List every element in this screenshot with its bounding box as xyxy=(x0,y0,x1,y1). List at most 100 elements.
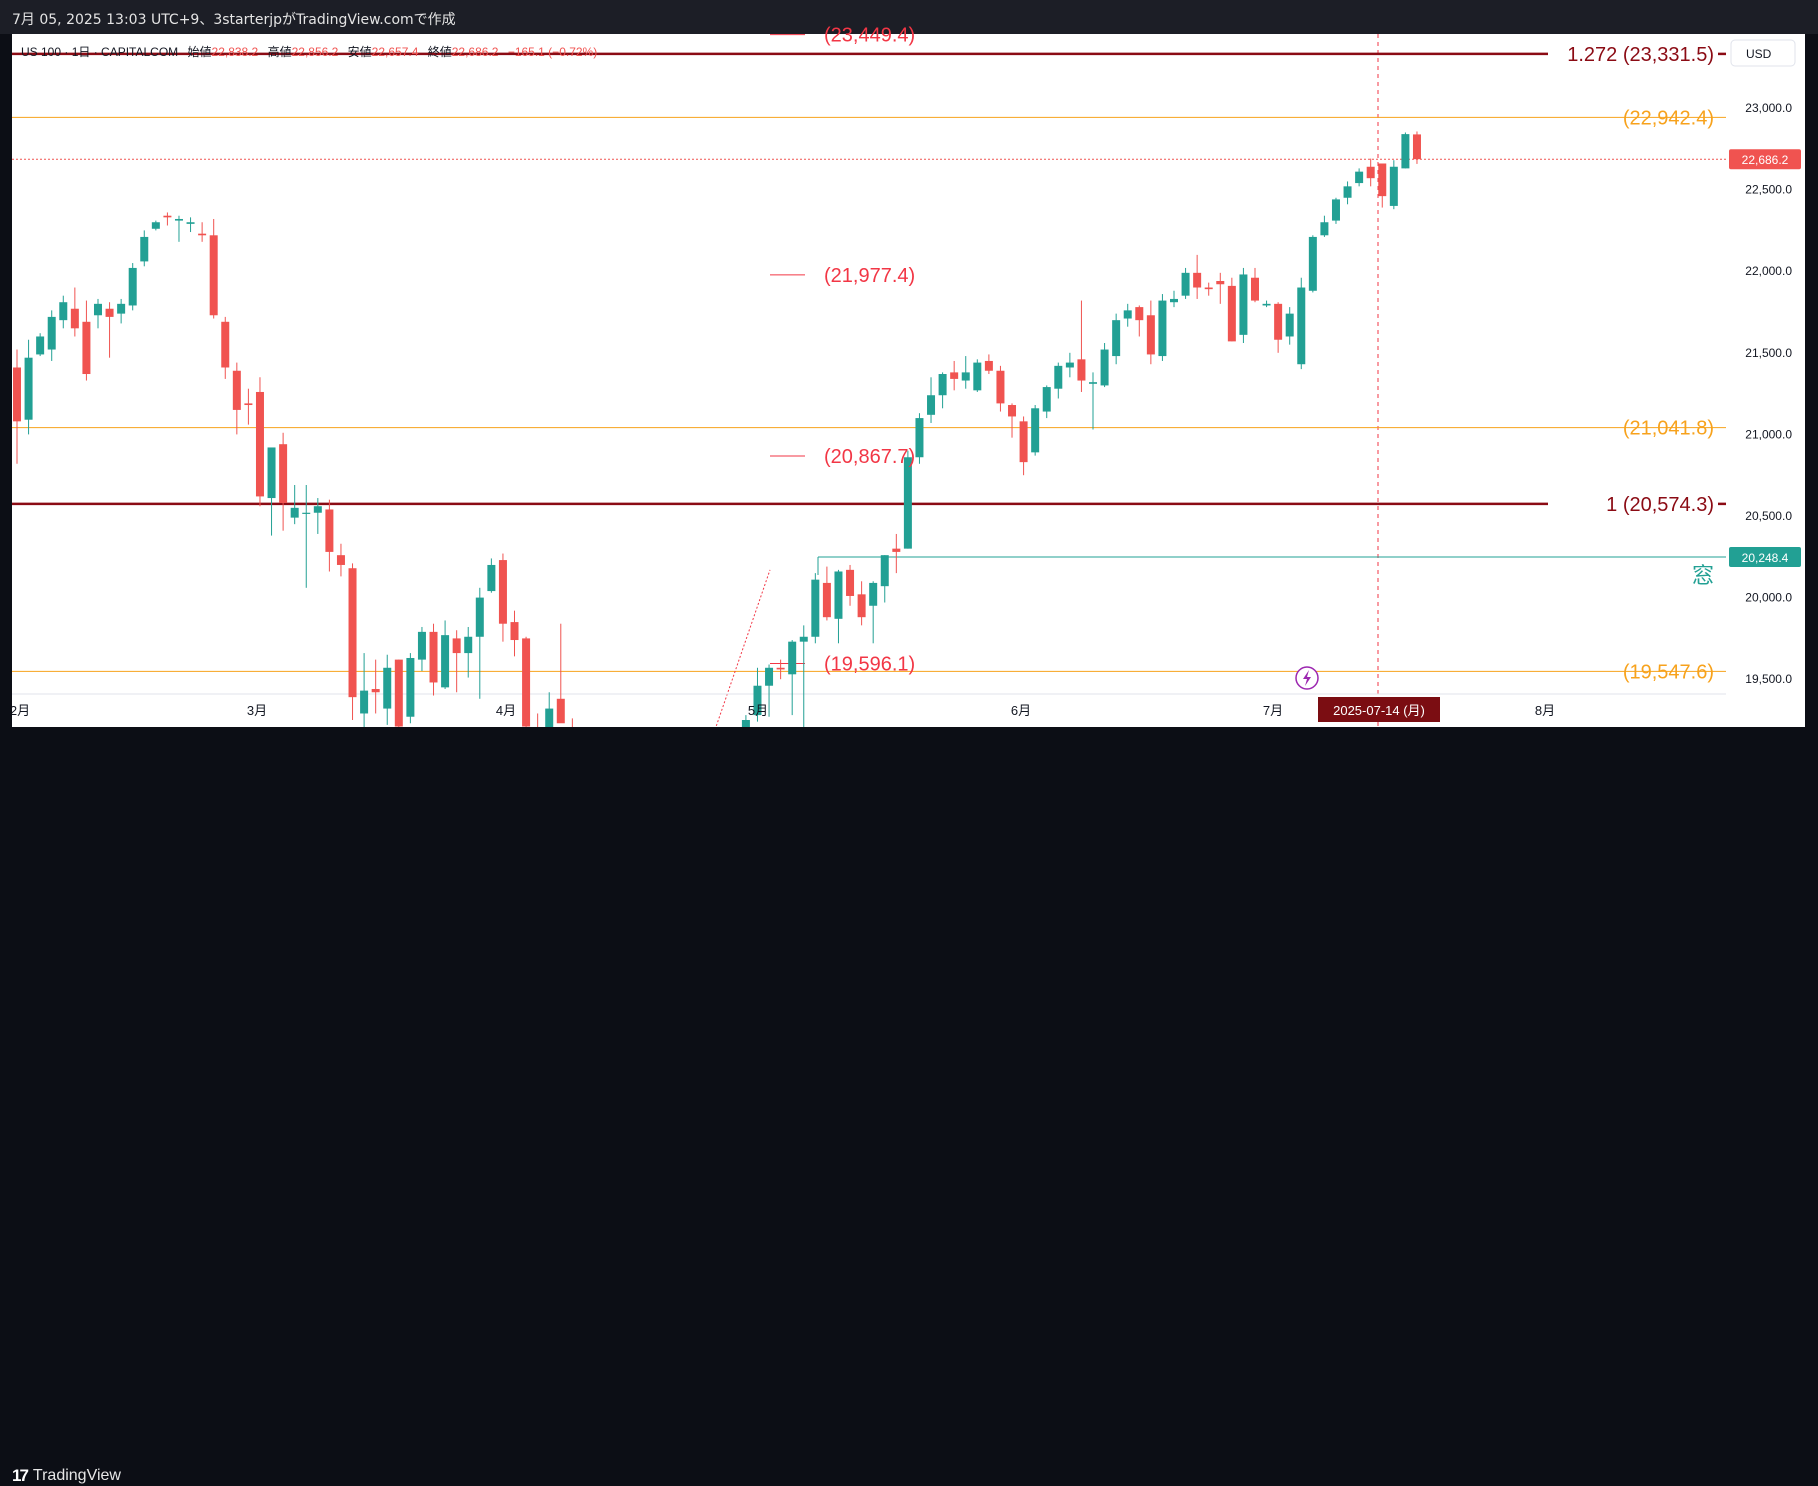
candle xyxy=(1135,305,1144,337)
candle-body xyxy=(429,631,438,683)
symbol-legend: US 100 · 1日 · CAPITALCOM 始値22,838.2 高値22… xyxy=(21,44,597,59)
candle-body xyxy=(406,657,415,717)
candle xyxy=(1193,254,1202,299)
candle-body xyxy=(255,391,264,497)
fib-major-label: 1.272 (23,331.5) xyxy=(1567,44,1714,66)
candle-body xyxy=(128,267,137,306)
candle xyxy=(1389,160,1398,210)
candle-body xyxy=(70,308,79,329)
gap-label: 窓 xyxy=(1692,563,1714,588)
candle xyxy=(869,581,878,644)
candle-body xyxy=(799,636,808,642)
candle xyxy=(522,636,531,737)
candle-body xyxy=(348,568,357,698)
candle xyxy=(417,626,426,672)
candle xyxy=(117,298,126,324)
price-badge xyxy=(1729,149,1801,170)
candle xyxy=(1042,385,1051,419)
candle-body xyxy=(1355,171,1364,184)
candle xyxy=(1112,313,1121,365)
candle-body xyxy=(1412,134,1421,160)
fib-center-label: (20,867.7) xyxy=(824,446,915,468)
candle xyxy=(903,450,912,549)
candle xyxy=(498,553,507,642)
candle xyxy=(1355,168,1364,187)
candle-body xyxy=(1250,277,1259,301)
candle-body xyxy=(1401,134,1410,169)
candle xyxy=(1158,294,1167,361)
candle xyxy=(1378,163,1387,208)
candle-body xyxy=(822,582,831,618)
candle-body xyxy=(776,667,785,670)
candle xyxy=(140,230,149,267)
right-border xyxy=(1805,34,1818,727)
candle xyxy=(822,566,831,621)
candle xyxy=(1123,303,1132,327)
fib-center-label: (19,596.1) xyxy=(824,654,915,676)
candle-body xyxy=(996,370,1005,404)
chart[interactable]: (22,942.4)(21,041.8)(19,547.6)(17,449.2)… xyxy=(0,0,1818,770)
candle-body xyxy=(140,236,149,262)
candle xyxy=(846,564,855,606)
candle xyxy=(1262,300,1271,308)
candle-body xyxy=(1123,310,1132,319)
x-tick-label: 2月 xyxy=(10,703,30,718)
candle xyxy=(221,316,230,379)
x-tick-label: 5月 xyxy=(748,703,768,718)
legend-close-value: 22,686.2 xyxy=(452,45,499,59)
fib-minor-label: (22,942.4) xyxy=(1623,107,1714,129)
tradingview-logo[interactable]: 17 TradingView xyxy=(12,1466,121,1486)
price-badge xyxy=(1729,547,1801,568)
candle xyxy=(429,623,438,696)
candle-body xyxy=(441,635,450,688)
candle xyxy=(290,484,299,525)
candle xyxy=(1274,302,1283,353)
price-axis-panel xyxy=(1726,70,1805,692)
candle xyxy=(151,220,160,231)
candle-body xyxy=(232,370,241,410)
candle-body xyxy=(927,395,936,415)
candle xyxy=(82,300,91,381)
candle-body xyxy=(1135,307,1144,321)
candle-body xyxy=(788,641,797,675)
currency-button[interactable]: USD xyxy=(1730,39,1796,67)
candle xyxy=(1170,290,1178,308)
candle-body xyxy=(753,685,762,716)
candle xyxy=(1065,352,1074,378)
chart-frame xyxy=(12,34,1805,727)
candle-body xyxy=(1285,313,1294,337)
candle-body xyxy=(1274,303,1283,340)
candle xyxy=(336,543,345,577)
candle-body xyxy=(938,374,947,396)
chart-title: 7月 05, 2025 13:03 UTC+9、3starterjpがTradi… xyxy=(12,12,456,28)
legend-low-label: 安値 xyxy=(348,44,372,59)
candle xyxy=(776,659,785,680)
candle-body xyxy=(903,457,912,549)
candle xyxy=(371,659,380,714)
candle xyxy=(1077,300,1086,392)
x-tick-label: 6月 xyxy=(1011,703,1031,718)
x-tick-label: 8月 xyxy=(1535,703,1555,718)
candle-body xyxy=(1089,382,1098,384)
candle-body xyxy=(93,303,102,316)
candle-body xyxy=(1077,359,1086,381)
candle xyxy=(1366,158,1375,187)
candle-body xyxy=(1204,287,1213,290)
y-tick-label: 19,500.0 xyxy=(1745,672,1792,686)
candle xyxy=(1401,132,1410,169)
candle-body xyxy=(417,631,426,660)
candle-body xyxy=(325,509,334,552)
candle xyxy=(441,620,450,689)
candle xyxy=(1412,131,1421,164)
y-tick-label: 22,500.0 xyxy=(1745,183,1792,197)
candle-body xyxy=(59,302,68,321)
crosshair-date-badge xyxy=(1318,697,1440,722)
lightning-icon[interactable] xyxy=(1295,666,1319,690)
candle-body xyxy=(1366,166,1375,179)
candle xyxy=(70,287,79,337)
candle-body xyxy=(857,594,866,618)
candle xyxy=(961,356,970,389)
candle-body xyxy=(360,690,369,714)
legend-close-label: 終値 xyxy=(428,44,452,59)
candle-body xyxy=(383,667,392,709)
